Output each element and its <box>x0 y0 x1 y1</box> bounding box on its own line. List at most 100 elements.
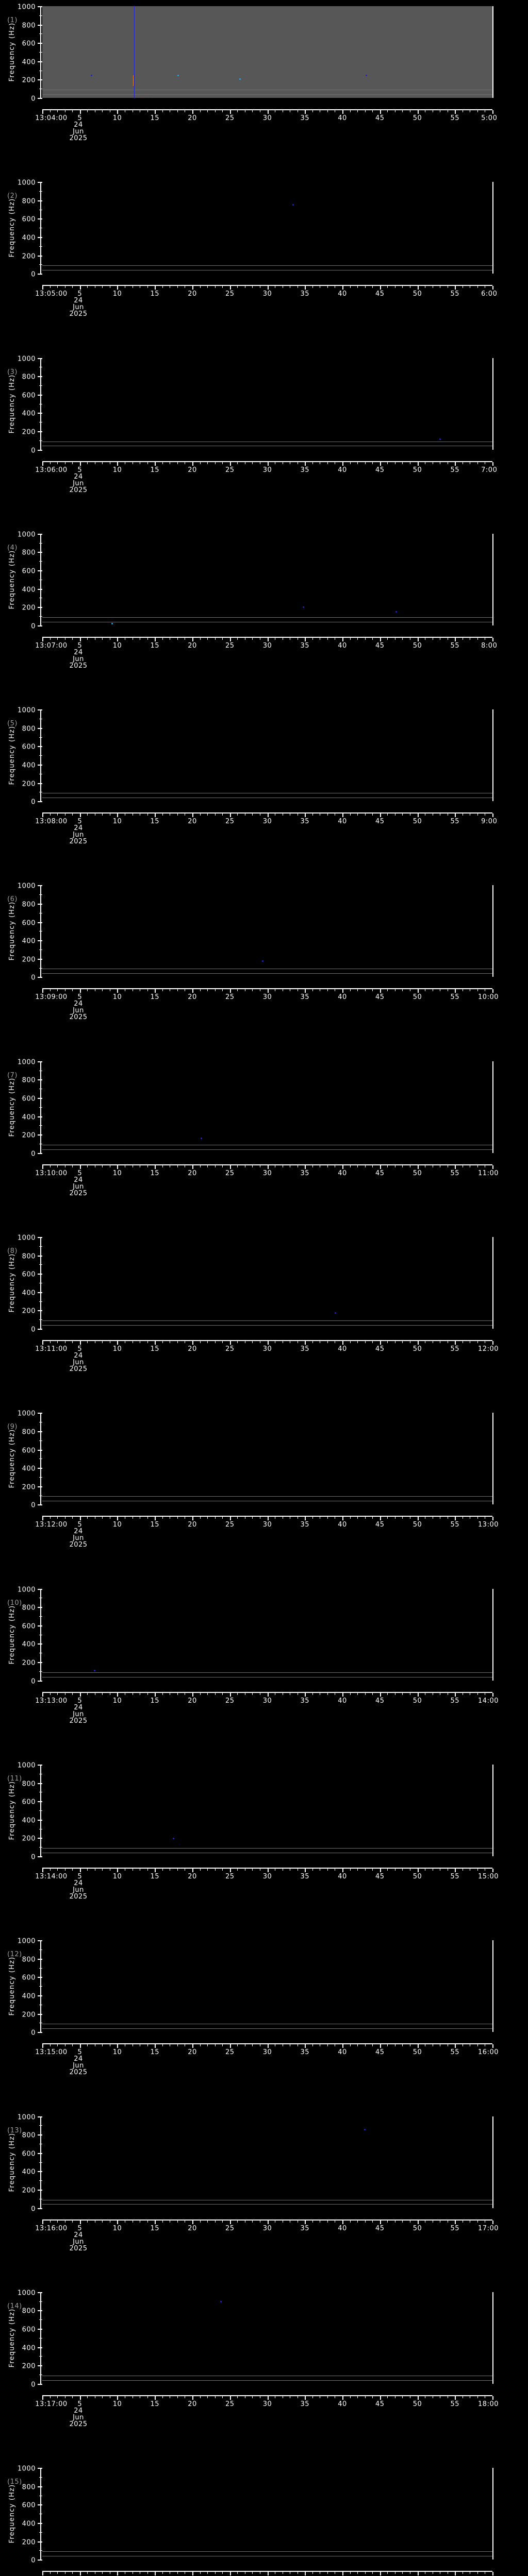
y-axis-tick: 200 <box>22 2539 42 2546</box>
x-axis-tick-label: 45 <box>375 2048 385 2057</box>
y-axis-tick-label: 0 <box>31 2029 36 2037</box>
y-axis-tick: 200 <box>22 2011 42 2018</box>
x-axis-tick-label: 15 <box>150 290 160 298</box>
x-axis-tick <box>267 2220 269 2224</box>
x-axis-tick-label: 20 <box>188 1872 197 1880</box>
x-axis: 13:17:00 5 10 15 20 25 30 35 40 45 50 55 18:00 <box>35 2395 498 2408</box>
plot-data-area[interactable] <box>42 2292 492 2384</box>
axis-date-label: 24 Jun 2025 <box>42 1177 114 1197</box>
y-axis-minor-tick <box>39 1477 42 1478</box>
x-axis-minor-tick <box>87 814 88 816</box>
y-axis-tick-label: 800 <box>22 2307 36 2315</box>
spectrogram-panel: (1) Frequency (Hz) 1000 800 600 400 200 0 13:04:… <box>0 0 528 176</box>
x-axis-minor-tick <box>327 2572 328 2574</box>
plot-data-area[interactable] <box>42 1764 492 1856</box>
x-axis-tick-label: 5 <box>77 1345 82 1353</box>
y-axis-tick: 1000 <box>18 1235 42 1242</box>
x-axis-tick <box>267 462 269 466</box>
y-axis-minor-tick <box>39 894 42 895</box>
x-axis-minor-tick <box>177 637 178 640</box>
x-axis-tick-label: 45 <box>375 2224 385 2232</box>
x-axis-tick-label: 40 <box>338 993 347 1002</box>
plot-data-area[interactable] <box>42 6 492 98</box>
plot-frame: 1000 800 600 400 200 0 <box>18 4 493 103</box>
x-axis-tick-label: 45 <box>375 1697 385 1705</box>
y-axis-tick: 200 <box>22 1308 42 1315</box>
x-axis-tick-label: 25 <box>225 466 235 474</box>
x-axis-minor-tick <box>102 2572 103 2574</box>
axis-date-line: 24 <box>74 2231 83 2239</box>
x-axis-minor-tick <box>57 2044 58 2047</box>
y-axis-tick: 0 <box>31 2206 42 2212</box>
x-axis-tick <box>117 2396 119 2400</box>
plot-data-area[interactable] <box>42 2468 492 2560</box>
x-axis-minor-tick <box>57 1341 58 1344</box>
x-axis-minor-tick <box>222 989 223 992</box>
x-axis-tick-label: 45 <box>375 466 385 474</box>
x-axis-tick-label: 55 <box>450 993 460 1002</box>
x-axis-minor-tick <box>147 2396 148 2398</box>
x-axis-minor-tick <box>402 989 403 992</box>
x-axis: 13:18:0051015202530354045505519:00 <box>42 2571 493 2576</box>
plot-data-area[interactable] <box>42 1061 492 1153</box>
plot-data-area[interactable] <box>42 1588 492 1681</box>
plot-data-area[interactable] <box>42 358 492 450</box>
signal-horizontal-trace <box>144 97 152 98</box>
y-axis-tick: 400 <box>22 938 42 945</box>
plot-data-area[interactable] <box>42 885 492 977</box>
y-axis-tick: 1000 <box>18 355 42 362</box>
y-axis-tick: 600 <box>22 1447 42 1454</box>
x-axis-minor-tick <box>477 462 478 464</box>
x-axis-tick <box>42 462 43 466</box>
plot-data-area[interactable] <box>42 182 492 274</box>
x-axis-tick <box>79 989 81 993</box>
plot-frame: 1000 800 600 400 200 0 <box>18 1059 493 1157</box>
x-axis-tick <box>342 1868 343 1872</box>
y-axis-tick-label: 200 <box>22 2538 36 2547</box>
plot-data-area[interactable] <box>42 2116 492 2208</box>
x-axis-tick <box>305 2220 306 2224</box>
x-axis-minor-tick <box>477 989 478 992</box>
y-axis-tick-label: 200 <box>22 1483 36 1492</box>
x-axis-tick <box>229 110 231 114</box>
x-axis-tick <box>229 2572 231 2576</box>
x-axis-tick-label: 15 <box>150 641 160 650</box>
y-axis-tick: 600 <box>22 1799 42 1806</box>
x-axis-tick <box>79 2044 81 2048</box>
x-axis-minor-tick <box>365 2044 366 2047</box>
plot-data-area[interactable] <box>42 1237 492 1329</box>
x-axis: 13:04:00 5 10 15 20 25 30 35 40 45 50 55 5:00 <box>35 109 497 122</box>
x-axis-tick <box>229 1517 231 1521</box>
x-axis-tick <box>342 1517 343 1521</box>
plot-data-area[interactable] <box>42 1413 492 1505</box>
x-axis-minor-tick <box>327 637 328 640</box>
x-axis-minor-tick <box>214 2220 216 2223</box>
plot-data-area[interactable] <box>42 709 492 802</box>
signal-detection-point <box>262 960 264 962</box>
x-axis-tick-label: 13:13:00 <box>35 1697 68 1705</box>
x-axis-minor-tick <box>237 989 238 992</box>
x-axis-tick <box>267 814 269 818</box>
x-axis-tick <box>417 1341 419 1345</box>
panel-index-label: (4) <box>7 544 18 552</box>
x-axis-minor-tick <box>252 1341 253 1344</box>
plot-data-area[interactable] <box>42 1940 492 2032</box>
axis-date-line: Jun <box>73 303 84 312</box>
x-axis-tick-label: 40 <box>338 818 347 826</box>
x-axis-minor-tick <box>50 989 51 992</box>
x-axis-minor-tick <box>365 1517 366 1519</box>
x-axis-minor-tick <box>477 1692 478 1695</box>
x-axis-minor-tick <box>357 2396 358 2398</box>
horizontal-gridline <box>42 1848 492 1849</box>
plot-data-area[interactable] <box>42 533 492 625</box>
y-axis-minor-tick <box>39 15 42 16</box>
panel-index-label: (10) <box>7 1599 22 1607</box>
y-axis-tick: 1000 <box>18 2290 42 2296</box>
plot-right-spine <box>492 2468 493 2560</box>
x-axis-tick <box>117 637 119 641</box>
x-axis-tick-label: 30 <box>262 2048 272 2057</box>
x-axis: 13:08:00 5 10 15 20 25 30 35 40 45 50 55 9:00 <box>35 812 497 825</box>
x-axis-minor-tick <box>312 814 313 816</box>
x-axis-minor-tick <box>162 2572 163 2574</box>
x-axis-minor-tick <box>57 2220 58 2223</box>
